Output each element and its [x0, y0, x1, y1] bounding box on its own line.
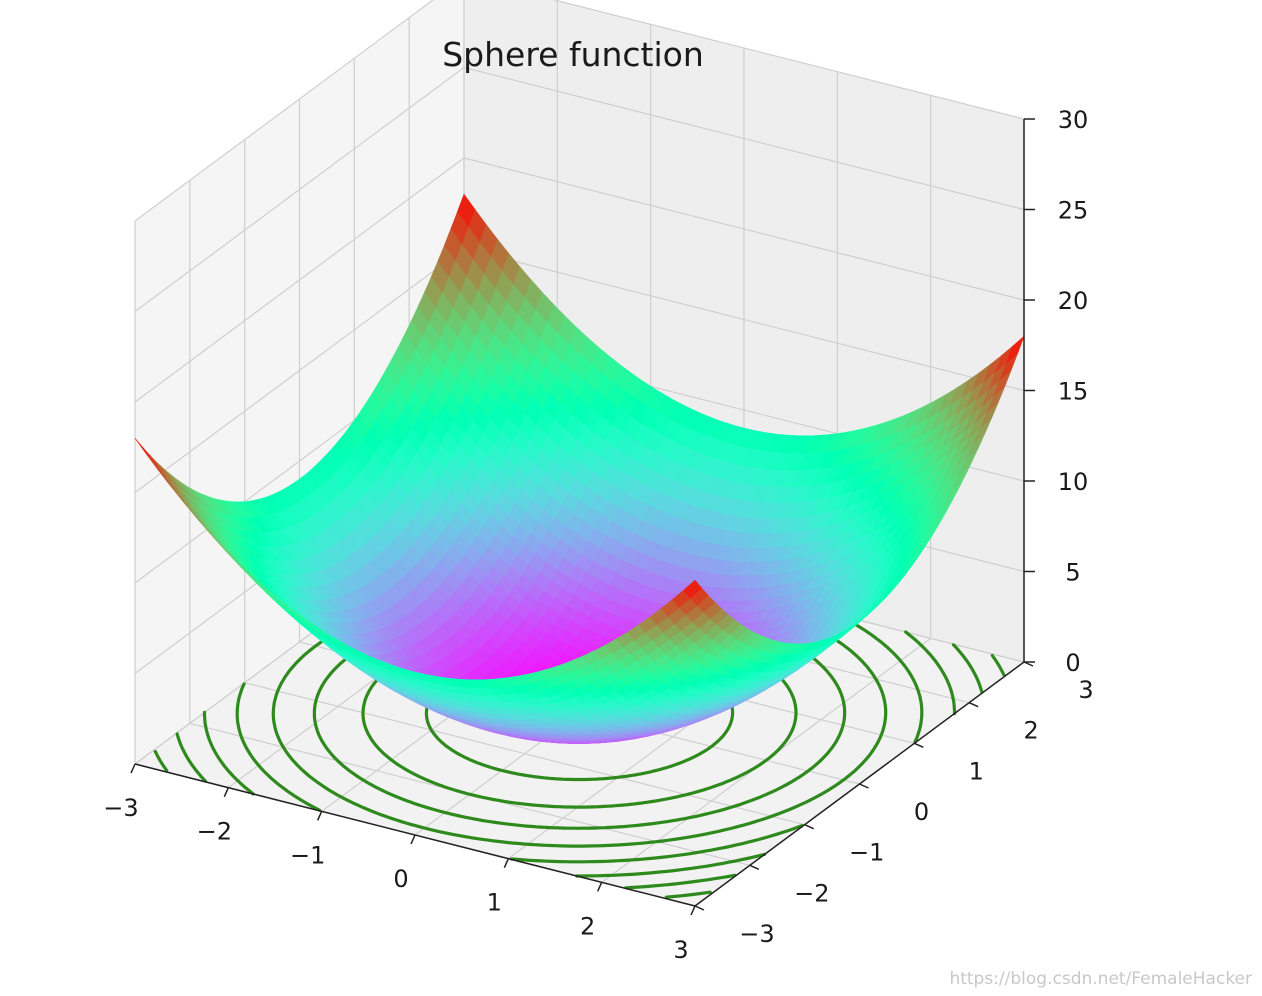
y-tick-mark	[859, 783, 869, 789]
x-tick-label: 1	[487, 889, 502, 917]
x-tick-label: 3	[673, 936, 688, 964]
wall-gridline-z	[134, 67, 465, 312]
wall-gridline-z	[134, 157, 465, 403]
contour-level-line	[575, 852, 767, 878]
z-tick-label: 25	[1058, 197, 1089, 225]
contour-level-line	[837, 614, 924, 744]
contour-level-line	[271, 578, 888, 848]
x-tick-label: −3	[103, 794, 138, 822]
wall-gridline-z	[134, 248, 465, 493]
watermark-text: https://blog.csdn.net/FemaleHacker	[949, 969, 1252, 989]
x-tick-mark	[596, 882, 603, 892]
wall-gridline-z	[134, 0, 434, 222]
y-tick-label: 2	[1024, 717, 1039, 745]
x-tick-mark	[410, 834, 416, 845]
contour-level-line	[904, 630, 957, 716]
x-tick-mark	[130, 763, 136, 774]
z-tick-label: 5	[1065, 559, 1080, 587]
contour-level-line	[153, 749, 169, 773]
wall-gridline-z	[463, 157, 1025, 301]
z-tick-label: 15	[1058, 378, 1089, 406]
y-tick-mark	[968, 701, 979, 708]
contour-level-line	[510, 823, 804, 864]
contour-level-line	[951, 643, 984, 694]
contour-level-line	[990, 653, 1006, 677]
z-tick-label: 20	[1058, 287, 1089, 315]
y-tick-mark	[694, 905, 705, 911]
surface-patch	[683, 579, 703, 599]
x-tick-mark	[503, 858, 510, 868]
y-tick-mark	[914, 742, 924, 749]
contour-level-line	[664, 890, 712, 899]
y-tick-label: −3	[739, 920, 774, 948]
x-tick-label: −2	[197, 818, 232, 846]
y-tick-label: −1	[849, 839, 884, 867]
y-tick-label: 3	[1078, 676, 1093, 704]
y-tick-mark	[749, 864, 760, 871]
floor-gridline-y	[244, 682, 805, 826]
z-tick-label: 0	[1065, 649, 1080, 677]
surface-mesh	[134, 193, 1025, 744]
y-tick-label: 0	[914, 798, 929, 826]
wall-gridline-z	[463, 247, 1025, 392]
contour-level-line	[202, 710, 255, 796]
contour-level-line	[235, 682, 322, 812]
chart-title: Sphere function	[442, 35, 704, 74]
x-tick-mark	[690, 905, 696, 916]
x-tick-label: 2	[580, 912, 595, 940]
contour-level-line	[624, 873, 737, 890]
x-tick-label: −1	[290, 841, 325, 869]
wall-gridline-z	[552, 0, 1025, 120]
y-tick-label: 1	[969, 757, 984, 785]
wall-gridline-z	[463, 66, 1025, 211]
x-tick-mark	[316, 811, 323, 821]
contour-level-line	[175, 732, 208, 783]
z-tick-label: 30	[1058, 106, 1089, 134]
z-tick-label: 10	[1058, 468, 1089, 496]
y-tick-mark	[804, 823, 814, 830]
x-tick-label: 0	[393, 865, 408, 893]
x-tick-mark	[223, 787, 230, 797]
y-tick-label: −2	[794, 879, 829, 907]
